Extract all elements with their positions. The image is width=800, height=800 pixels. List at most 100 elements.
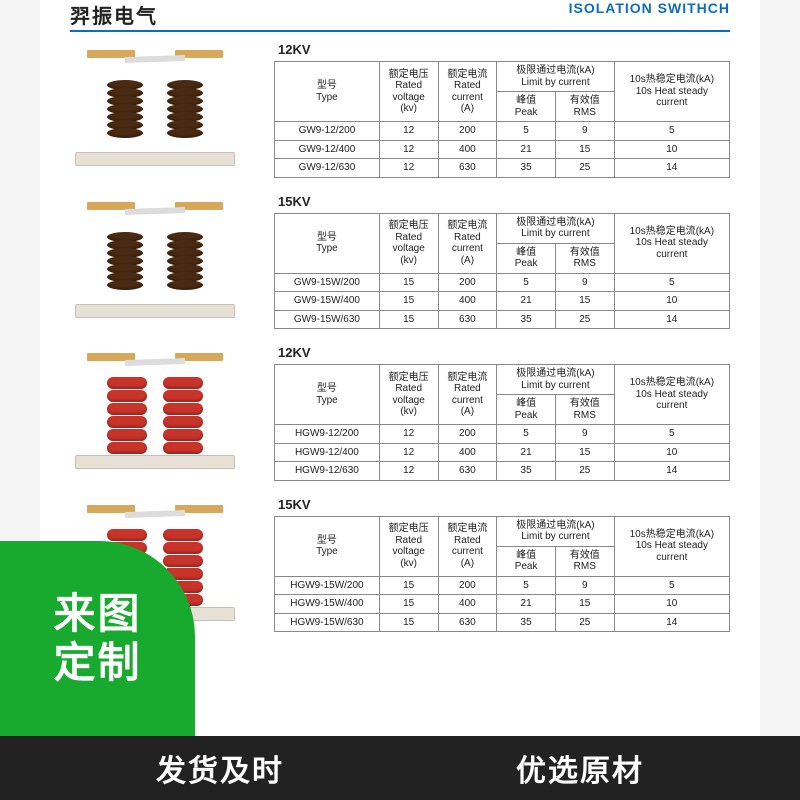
cell-type: GW9-15W/200 [275, 273, 380, 292]
cell-current: 400 [438, 443, 497, 462]
brand-name: 羿振电气 [70, 0, 158, 29]
cell-current: 200 [438, 425, 497, 444]
table-row: HGW9-12/200 12 200 5 9 5 [275, 425, 730, 444]
insulator-post-right [163, 377, 203, 455]
insulator-post-left [107, 80, 143, 152]
th-type: 型号Type [275, 516, 380, 576]
table-row: HGW9-15W/200 15 200 5 9 5 [275, 576, 730, 595]
th-type: 型号Type [275, 365, 380, 425]
product-table-col: 15KV 型号Type 额定电压Ratedvoltage(kv) 额定电流Rat… [274, 497, 730, 633]
cell-type: GW9-12/630 [275, 159, 380, 178]
cell-type: HGW9-15W/200 [275, 576, 380, 595]
cell-rms: 25 [555, 462, 614, 481]
cell-current: 200 [438, 273, 497, 292]
th-peak: 峰值Peak [497, 395, 556, 425]
cell-voltage: 12 [379, 443, 438, 462]
table-row: HGW9-15W/630 15 630 35 25 14 [275, 613, 730, 632]
th-limit: 极限通过电流(kA)Limit by current [497, 516, 614, 546]
table-row: GW9-12/200 12 200 5 9 5 [275, 122, 730, 141]
th-rms: 有效值RMS [555, 395, 614, 425]
cell-rms: 9 [555, 273, 614, 292]
bottom-left-slogan: 发货及时 [156, 746, 284, 790]
table-row: GW9-15W/200 15 200 5 9 5 [275, 273, 730, 292]
product-image-col [50, 345, 260, 475]
header-rule [70, 30, 730, 32]
th-limit: 极限通过电流(kA)Limit by current [497, 365, 614, 395]
th-voltage: 额定电压Ratedvoltage(kv) [379, 213, 438, 273]
cell-rms: 15 [555, 443, 614, 462]
knife-blade [125, 358, 185, 366]
cell-type: HGW9-12/400 [275, 443, 380, 462]
cell-peak: 35 [497, 310, 556, 329]
th-peak: 峰值Peak [497, 92, 556, 122]
insulator-post-right [167, 232, 203, 304]
product-table-col: 15KV 型号Type 额定电压Ratedvoltage(kv) 额定电流Rat… [274, 194, 730, 330]
table-row: HGW9-12/400 12 400 21 15 10 [275, 443, 730, 462]
table-row: HGW9-15W/400 15 400 21 15 10 [275, 595, 730, 614]
th-peak: 峰值Peak [497, 243, 556, 273]
th-heatsteady: 10s热稳定电流(kA)10s Heat steadycurrent [614, 365, 729, 425]
cell-rms: 25 [555, 310, 614, 329]
insulator-post-right [167, 80, 203, 152]
isolator-illustration [65, 345, 245, 475]
th-rms: 有效值RMS [555, 243, 614, 273]
cell-peak: 5 [497, 122, 556, 141]
th-voltage: 额定电压Ratedvoltage(kv) [379, 516, 438, 576]
title-box: ISOLATION SWITHCH [569, 0, 730, 16]
insulator-post-left [107, 377, 147, 455]
th-current: 额定电流Ratedcurrent(A) [438, 213, 497, 273]
cell-type: GW9-12/400 [275, 140, 380, 159]
th-limit: 极限通过电流(kA)Limit by current [497, 213, 614, 243]
cell-voltage: 12 [379, 140, 438, 159]
cell-peak: 21 [497, 292, 556, 311]
th-current: 额定电流Ratedcurrent(A) [438, 516, 497, 576]
cell-peak: 21 [497, 140, 556, 159]
cell-rms: 15 [555, 292, 614, 311]
th-voltage: 额定电压Ratedvoltage(kv) [379, 62, 438, 122]
cell-voltage: 12 [379, 462, 438, 481]
cell-peak: 35 [497, 159, 556, 178]
th-heatsteady: 10s热稳定电流(kA)10s Heat steadycurrent [614, 62, 729, 122]
cell-heatsteady: 14 [614, 159, 729, 178]
cell-rms: 15 [555, 140, 614, 159]
cell-rms: 9 [555, 425, 614, 444]
isolator-illustration [65, 194, 245, 324]
product-section: 12KV 型号Type 额定电压Ratedvoltage(kv) 额定电流Rat… [40, 38, 760, 190]
cell-type: HGW9-15W/630 [275, 613, 380, 632]
cell-heatsteady: 14 [614, 613, 729, 632]
cell-current: 630 [438, 310, 497, 329]
cell-type: GW9-15W/630 [275, 310, 380, 329]
th-current: 额定电流Ratedcurrent(A) [438, 365, 497, 425]
th-current: 额定电流Ratedcurrent(A) [438, 62, 497, 122]
cell-current: 200 [438, 122, 497, 141]
cell-voltage: 15 [379, 613, 438, 632]
badge-line1: 来图 [53, 590, 141, 638]
cell-voltage: 15 [379, 310, 438, 329]
cell-rms: 25 [555, 159, 614, 178]
table-row: HGW9-12/630 12 630 35 25 14 [275, 462, 730, 481]
th-heatsteady: 10s热稳定电流(kA)10s Heat steadycurrent [614, 516, 729, 576]
cell-voltage: 15 [379, 576, 438, 595]
th-rms: 有效值RMS [555, 92, 614, 122]
bottom-right-slogan: 优选原材 [516, 746, 644, 790]
table-row: GW9-12/400 12 400 21 15 10 [275, 140, 730, 159]
insulator-post-left [107, 232, 143, 304]
title-en: ISOLATION SWITHCH [569, 0, 730, 16]
cell-type: GW9-12/200 [275, 122, 380, 141]
cell-current: 630 [438, 462, 497, 481]
table-row: GW9-12/630 12 630 35 25 14 [275, 159, 730, 178]
badge-line2: 定制 [53, 639, 141, 687]
voltage-class-label: 12KV [278, 345, 730, 360]
product-section: 15KV 型号Type 额定电压Ratedvoltage(kv) 额定电流Rat… [40, 190, 760, 342]
page-header: 羿振电气 ISOLATION SWITHCH [40, 0, 760, 28]
product-table-col: 12KV 型号Type 额定电压Ratedvoltage(kv) 额定电流Rat… [274, 42, 730, 178]
base-plate [75, 152, 235, 166]
cell-peak: 5 [497, 576, 556, 595]
cell-heatsteady: 14 [614, 462, 729, 481]
voltage-class-label: 15KV [278, 194, 730, 209]
cell-current: 400 [438, 292, 497, 311]
cell-heatsteady: 10 [614, 443, 729, 462]
th-peak: 峰值Peak [497, 546, 556, 576]
isolator-illustration [65, 42, 245, 172]
spec-table: 型号Type 额定电压Ratedvoltage(kv) 额定电流Ratedcur… [274, 516, 730, 633]
